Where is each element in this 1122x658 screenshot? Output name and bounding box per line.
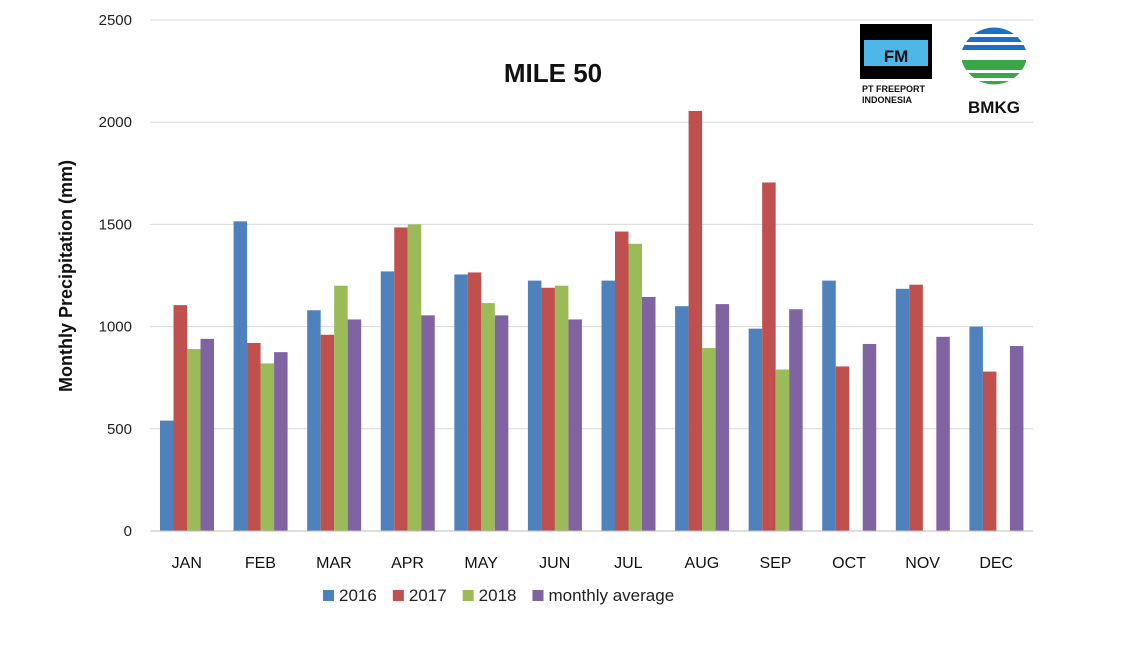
bar-2017-may (467, 272, 482, 531)
bar-monthly-average-jan (200, 338, 214, 531)
legend-entry: monthly average (548, 586, 674, 605)
category-label: FEB (245, 555, 276, 572)
y-tick-labels: 0 500 1000 1500 2000 2500 (99, 12, 132, 540)
freeport-logo: FM PT FREEPORT INDONESIA (860, 24, 932, 105)
bar-2016-oct (822, 280, 836, 531)
bar-2017-jun (541, 287, 555, 531)
bar-2016-dec (969, 326, 983, 531)
bar-2016-may (454, 274, 468, 531)
legend-swatch (462, 590, 474, 601)
category-label: MAR (316, 555, 352, 572)
bar-monthly-average-feb (274, 352, 288, 531)
category-label: JUL (614, 555, 643, 572)
category-labels: JAN FEB MAR APR MAY JUN JUL AUG SEP OCT NOV DEC (172, 555, 1013, 572)
bar-2017-feb (247, 342, 261, 531)
bar-2018-jun (554, 285, 569, 531)
legend-entry: 2018 (479, 586, 517, 605)
bar-2017-nov (909, 284, 923, 531)
bar-2018-jul (628, 243, 642, 531)
bar-2018-mar (334, 285, 348, 531)
bar-monthly-average-may (494, 315, 509, 531)
bar-monthly-average-oct (862, 343, 877, 531)
bar-monthly-average-jun (568, 319, 582, 531)
y-axis-label: Monthly Precipitation (mm) (56, 160, 76, 392)
category-label: DEC (979, 555, 1013, 572)
category-label: MAY (464, 555, 498, 572)
bar-monthly-average-mar (347, 319, 362, 531)
bar-monthly-average-sep (789, 309, 803, 531)
legend-swatch (532, 590, 544, 601)
legend-entry: 2017 (409, 586, 447, 605)
bar-monthly-average-aug (715, 304, 730, 531)
bars (160, 110, 1024, 532)
bar-2017-aug (688, 110, 703, 531)
y-tick-label: 0 (124, 523, 132, 540)
bar-2016-feb (233, 221, 248, 532)
category-label: OCT (832, 555, 866, 572)
category-label: JUN (539, 555, 570, 572)
svg-text:PT FREEPORT: PT FREEPORT (862, 84, 926, 94)
legend-swatch (323, 590, 334, 601)
bar-2016-apr (380, 271, 395, 531)
category-label: NOV (905, 555, 940, 572)
bar-2018-apr (407, 224, 422, 531)
chart-title: MILE 50 (504, 58, 602, 88)
bar-2017-sep (762, 182, 776, 532)
bar-monthly-average-dec (1009, 346, 1024, 531)
category-label: SEP (759, 555, 791, 572)
category-label: APR (391, 555, 424, 572)
bar-monthly-average-apr (421, 315, 435, 531)
category-label: JAN (172, 555, 202, 572)
bar-2016-aug (675, 306, 689, 531)
bar-2018-may (481, 303, 495, 531)
svg-text:BMKG: BMKG (968, 98, 1020, 117)
bar-2017-mar (320, 334, 335, 531)
bar-2017-jul (615, 231, 629, 531)
bar-2016-sep (748, 328, 763, 531)
bar-2018-sep (775, 369, 790, 531)
legend: 2016 2017 2018 monthly average (323, 586, 674, 605)
y-tick-label: 2500 (99, 12, 132, 29)
bmkg-logo: BMKG (960, 26, 1028, 117)
bar-2016-mar (307, 310, 321, 531)
legend-swatch (392, 590, 404, 601)
bar-2018-jan (187, 349, 201, 531)
bar-2017-dec (982, 371, 997, 531)
bar-2016-jul (601, 280, 615, 531)
bar-2016-nov (895, 288, 910, 531)
y-tick-label: 1000 (99, 319, 132, 336)
svg-text:FM: FM (884, 47, 909, 66)
svg-text:INDONESIA: INDONESIA (862, 95, 913, 105)
bar-2017-oct (835, 366, 850, 531)
bar-monthly-average-nov (936, 336, 950, 531)
bar-2016-jan (160, 420, 174, 531)
bar-2017-jan (173, 305, 187, 531)
y-tick-label: 2000 (99, 114, 132, 131)
legend-entry: 2016 (339, 586, 377, 605)
bar-2018-aug (702, 348, 716, 531)
bar-2016-jun (527, 280, 542, 531)
y-tick-label: 1500 (99, 216, 132, 233)
bar-2017-apr (394, 227, 408, 531)
y-tick-label: 500 (107, 421, 132, 438)
bar-2018-feb (260, 363, 275, 531)
bar-monthly-average-jul (642, 296, 656, 531)
category-label: AUG (685, 555, 720, 572)
